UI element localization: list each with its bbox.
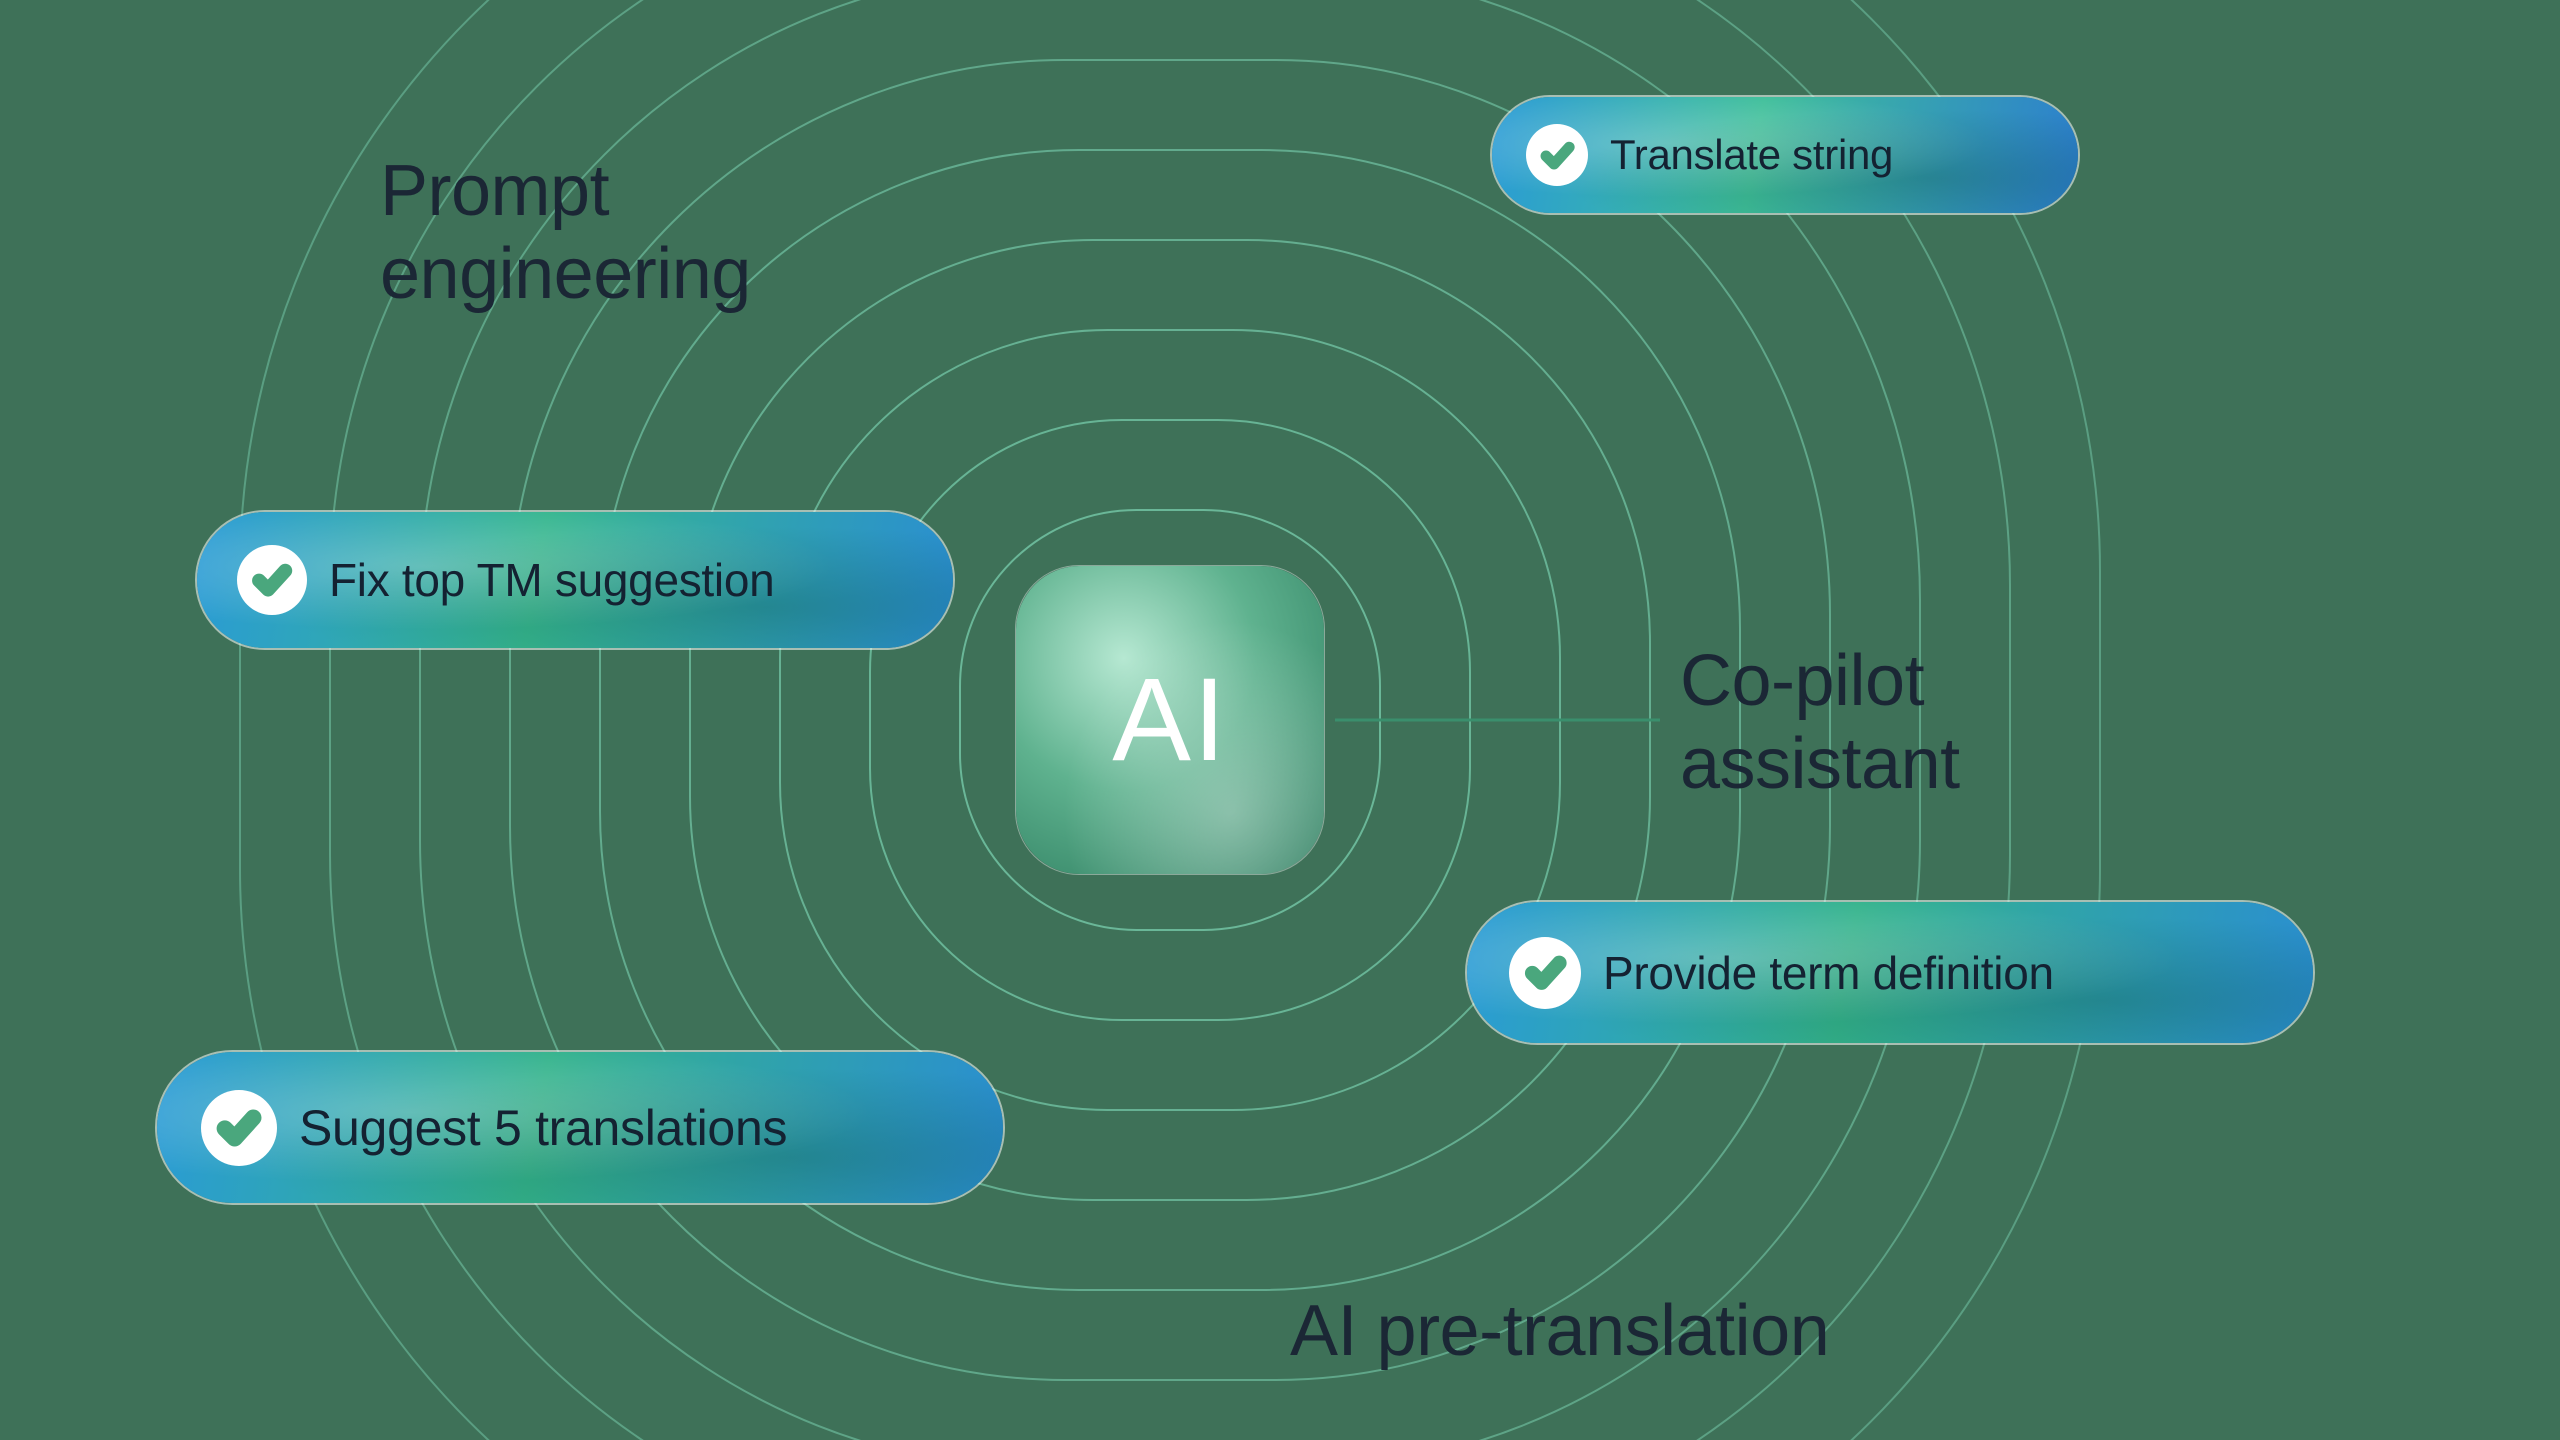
- pill-label: Suggest 5 translations: [299, 1099, 787, 1157]
- heading-prompt-engineering: Promptengineering: [380, 150, 751, 316]
- heading-copilot-assistant: Co-pilotassistant: [1680, 640, 1960, 806]
- ai-center-node[interactable]: AI: [1015, 565, 1325, 875]
- ai-label: AI: [1112, 652, 1228, 788]
- check-icon: [1509, 937, 1581, 1009]
- feature-pill-term-definition[interactable]: Provide term definition: [1465, 900, 2315, 1045]
- feature-pill-suggest-5[interactable]: Suggest 5 translations: [155, 1050, 1005, 1205]
- feature-pill-translate-string[interactable]: Translate string: [1490, 95, 2080, 215]
- pill-label: Fix top TM suggestion: [329, 553, 774, 607]
- check-icon: [1526, 124, 1588, 186]
- check-icon: [237, 545, 307, 615]
- pill-label: Provide term definition: [1603, 946, 2054, 1000]
- diagram-canvas: Promptengineering Co-pilotassistant AI pre…: [0, 0, 2560, 1440]
- check-icon: [201, 1090, 277, 1166]
- pill-label: Translate string: [1610, 131, 1893, 179]
- feature-pill-fix-top-tm[interactable]: Fix top TM suggestion: [195, 510, 955, 650]
- heading-ai-pretranslation: AI pre-translation: [1290, 1290, 1829, 1373]
